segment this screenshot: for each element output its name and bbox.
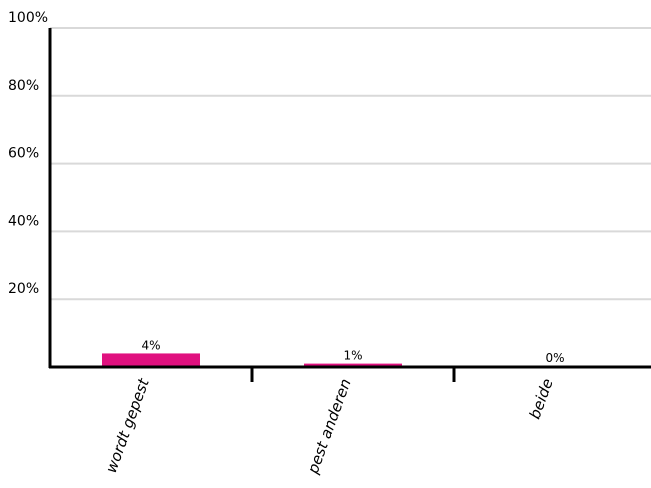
y-tick-label: 100% — [8, 10, 48, 26]
category-label: wordt gepest — [102, 375, 153, 475]
bar — [304, 363, 402, 367]
data-label: 4% — [141, 338, 160, 352]
y-tick-label: 40% — [8, 213, 39, 229]
category-label: pest anderen — [303, 376, 354, 477]
bar — [102, 353, 200, 367]
data-label: 1% — [343, 349, 362, 363]
axes — [48, 28, 651, 382]
y-tick-label: 60% — [8, 146, 39, 162]
category-labels: wordt gepest pest anderen beide — [102, 375, 557, 477]
y-tick-labels: 20% 40% 60% 80% 100% — [8, 10, 48, 297]
y-tick-label: 20% — [8, 281, 39, 297]
gridlines — [50, 27, 651, 301]
category-label: beide — [526, 376, 557, 421]
y-tick-label: 80% — [8, 78, 39, 94]
data-labels: 4% 1% 0% — [141, 338, 564, 365]
data-label: 0% — [545, 351, 564, 365]
